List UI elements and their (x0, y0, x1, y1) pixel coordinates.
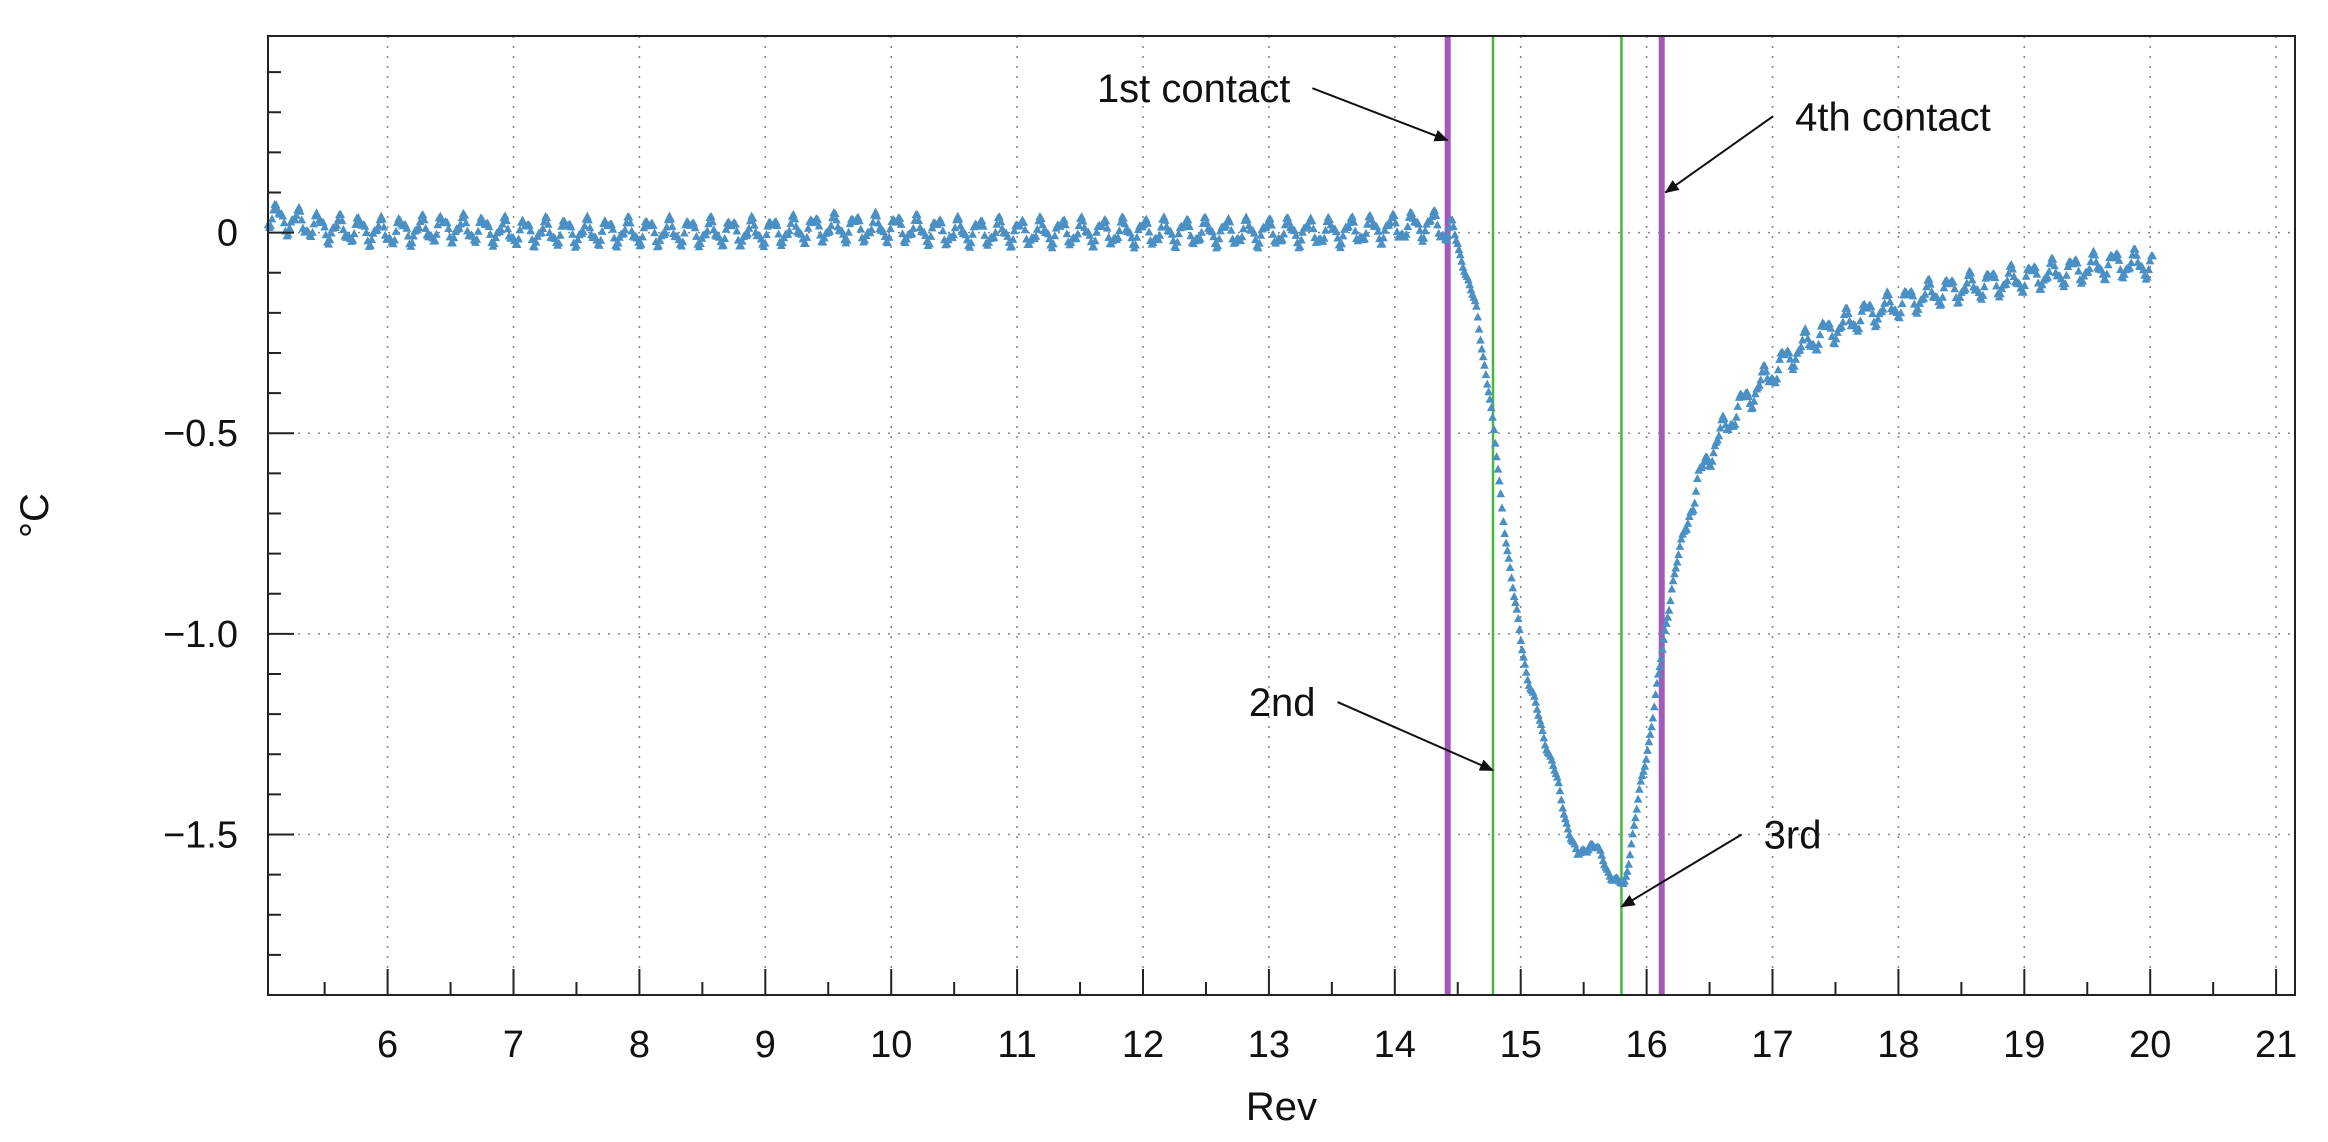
annotation-arrow (1312, 87, 1449, 142)
x-tick-label: 7 (503, 1024, 524, 1066)
annotation-label: 2nd (1249, 681, 1316, 725)
y-axis-label: °C (13, 493, 57, 538)
x-tick-label: 20 (2129, 1024, 2171, 1066)
x-tick-label: 13 (1248, 1024, 1290, 1066)
annotation-arrow (1664, 115, 1774, 194)
x-tick-label: 17 (1751, 1024, 1793, 1066)
annotation-arrow (1337, 701, 1494, 772)
y-tick-label: −1.5 (163, 814, 238, 856)
x-tick-label: 8 (629, 1024, 650, 1066)
x-tick-label: 14 (1374, 1024, 1416, 1066)
x-tick-label: 19 (2003, 1024, 2045, 1066)
axes: 6 7 8 9 10 11 12 13 14 15 16 17 18 19 20 21 0 −0.5 −1.0 −1.… (163, 71, 2297, 1066)
x-tick-label: 12 (1122, 1024, 1164, 1066)
x-tick-label: 21 (2255, 1024, 2297, 1066)
y-tick-label: −0.5 (163, 413, 238, 455)
grid-lines (268, 36, 2295, 995)
y-tick-label: −1.0 (163, 614, 238, 656)
x-tick-label: 18 (1877, 1024, 1919, 1066)
annotation-arrow (1620, 833, 1743, 908)
x-tick-label: 9 (755, 1024, 776, 1066)
contact-annotations: 1st contact 4th contact 2nd 3rd (1097, 67, 1991, 908)
x-tick-label: 6 (377, 1024, 398, 1066)
temperature-series (263, 199, 2158, 887)
temperature-markers (263, 199, 2158, 887)
contact-lines (1444, 36, 1665, 995)
x-axis-label: Rev (1246, 1085, 1317, 1129)
annotation-label: 3rd (1764, 813, 1822, 857)
x-tick-label: 16 (1625, 1024, 1667, 1066)
annotation-label: 1st contact (1097, 67, 1290, 111)
y-tick-label: 0 (217, 213, 238, 255)
annotation-label: 4th contact (1795, 95, 1991, 139)
plot-frame (267, 35, 2296, 996)
x-tick-label: 11 (997, 1024, 1036, 1066)
x-tick-label: 15 (1500, 1024, 1542, 1066)
x-tick-label: 10 (870, 1024, 912, 1066)
